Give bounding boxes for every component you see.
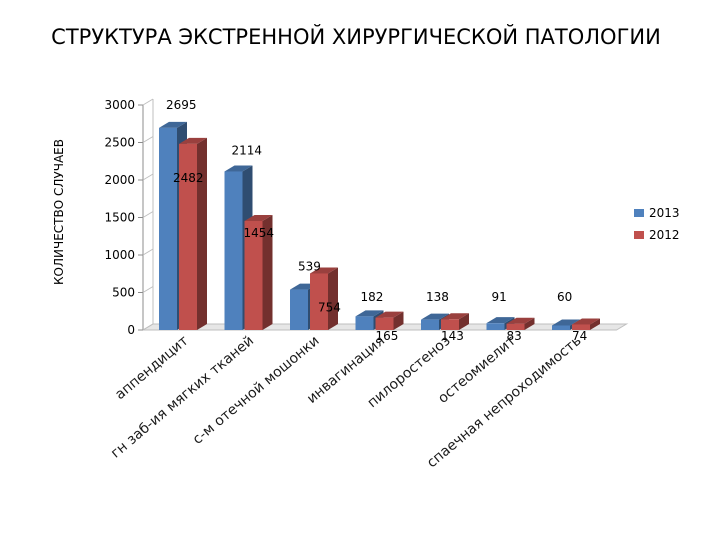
bar-face	[552, 325, 570, 330]
data-label-2013: 2695	[166, 98, 197, 112]
x-tick-label: с-м отечной мошонки	[190, 333, 323, 448]
bar-top	[441, 313, 469, 320]
legend-swatch	[634, 231, 644, 239]
data-label-2012: 74	[572, 329, 587, 343]
y-tick-depth	[142, 248, 154, 256]
y-tick-label: 2000	[104, 173, 135, 187]
bar-face	[179, 143, 197, 330]
bar-2012-6	[506, 317, 535, 330]
y-axis-label: КОЛИЧЕСТВО СЛУЧАЕВ	[52, 139, 66, 285]
bar-face	[159, 127, 177, 330]
bar-top	[375, 311, 404, 318]
data-label-2013: 182	[361, 290, 384, 304]
bar-2012-7	[572, 318, 600, 330]
bar-face	[486, 323, 505, 330]
bar-face	[224, 171, 243, 330]
bar-side	[197, 137, 207, 330]
bar-side	[262, 214, 273, 330]
y-tick-depth	[142, 136, 154, 143]
data-label-2013: 91	[492, 290, 507, 304]
bar-face	[572, 324, 590, 330]
bar-top	[572, 318, 600, 325]
bar-side	[590, 318, 600, 330]
data-label-2012: 754	[318, 300, 341, 314]
y-tick-depth	[142, 286, 154, 293]
data-label-2013: 60	[557, 290, 572, 304]
bar-top	[179, 137, 207, 144]
bar-face	[506, 323, 525, 330]
bar-2012-5	[441, 313, 469, 330]
y-tick-depth	[142, 323, 154, 331]
chart-title: СТРУКТУРА ЭКСТРЕННОЙ ХИРУРГИЧЕСКОЙ ПАТОЛ…	[51, 24, 661, 49]
y-tick-label: 0	[127, 323, 135, 337]
data-label-2013: 138	[426, 290, 449, 304]
data-label-2012: 2482	[173, 171, 204, 185]
y-tick-depth	[142, 173, 154, 181]
bar-top	[552, 319, 580, 326]
bar-side	[393, 311, 404, 330]
bar-side	[459, 313, 469, 330]
data-label-2012: 143	[441, 329, 464, 343]
bar-2012-4	[375, 311, 404, 330]
bar-face	[355, 316, 374, 330]
bar-2012-1	[179, 137, 207, 330]
bar-side	[524, 317, 535, 330]
bar-face	[421, 319, 439, 330]
bar-2012-3	[310, 267, 338, 330]
bar-top	[159, 121, 187, 128]
bar-top	[355, 310, 384, 317]
legend-label: 2013	[649, 206, 680, 220]
y-tick-label: 2500	[104, 136, 135, 150]
y-tick-label: 500	[112, 286, 135, 300]
bar-top	[506, 317, 535, 324]
bar-top	[244, 214, 273, 221]
bar-top	[310, 267, 338, 274]
legend-swatch	[634, 209, 644, 217]
bar-top	[486, 317, 515, 324]
bar-top	[421, 313, 449, 320]
legend-label: 2012	[649, 228, 680, 242]
legend-item-2012: 2012	[634, 228, 680, 242]
data-label-2013: 2114	[232, 143, 263, 157]
y-tick-label: 1000	[104, 248, 135, 262]
legend-item-2013: 2013	[634, 206, 680, 220]
y-tick-label: 3000	[104, 98, 135, 112]
data-label-2012: 165	[376, 329, 399, 343]
bar-face	[375, 317, 394, 330]
data-label-2012: 1454	[244, 226, 275, 240]
y-tick-label: 1500	[104, 211, 135, 225]
y-tick-depth	[142, 211, 154, 218]
bar-side	[328, 267, 338, 330]
bar-2012-2	[244, 214, 273, 330]
bar-face	[441, 319, 459, 330]
y-tick-depth	[142, 98, 154, 106]
bar-face	[310, 273, 328, 330]
bar-top	[224, 165, 253, 172]
data-label-2013: 539	[298, 260, 321, 274]
data-label-2012: 83	[507, 329, 522, 343]
bar-face	[244, 220, 263, 330]
bar-face	[290, 289, 308, 330]
